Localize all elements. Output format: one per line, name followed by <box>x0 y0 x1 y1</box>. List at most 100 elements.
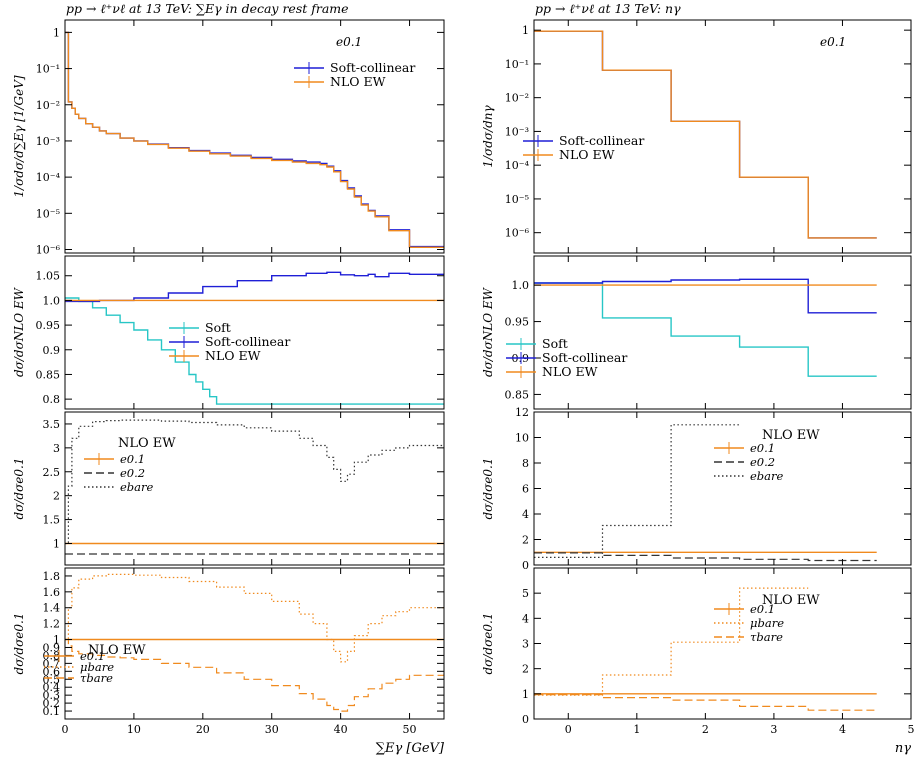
frame-left-iso <box>64 411 445 566</box>
series-left-ratio-1 <box>65 271 444 303</box>
ytick-label-right-flavor-5: 5 <box>522 587 529 600</box>
legend-label-right-main-1: NLO EW <box>559 147 615 162</box>
series-left-ratio-0 <box>65 297 444 405</box>
ytick-label-left-main-2: 10⁻² <box>36 99 60 112</box>
panel-right-ratio: 0.850.90.951.0dσ/dσNLO EW SoftSoft-collin… <box>481 255 912 410</box>
panel-right-flavor: 0 1 2 3 4 5 nγ 0 1 2 3 4 5 dσ/dσe0.1 NLO EWe0.1μbareτb… <box>481 567 915 756</box>
ytick-label-right-main-5: 10⁻⁵ <box>505 193 529 206</box>
legend-label-right-flavor-1: μbare <box>750 616 784 630</box>
xtick-label-right-flavor-0: 0 <box>565 723 572 736</box>
series-left-flavor-2 <box>65 638 444 712</box>
ylabel-left-flavor: dσ/dσe0.1 <box>12 613 26 675</box>
data-right-iso <box>534 424 877 562</box>
legend-label-left-flavor-0: e0.1 <box>80 649 105 663</box>
ytick-label-left-main-0: 1 <box>53 26 60 39</box>
legend-title-right-iso: NLO EW <box>762 428 820 443</box>
frame-left-ratio <box>64 255 445 410</box>
ytick-label-left-iso-5: 3.5 <box>43 418 61 431</box>
ytick-label-right-iso-1: 2 <box>522 534 529 547</box>
ylabel-left-ratio: dσ/dσNLO EW <box>12 286 26 377</box>
ytick-label-left-ratio-0: 0.8 <box>43 393 61 406</box>
ytick-label-right-main-2: 10⁻² <box>505 92 529 105</box>
xtick-label-left-flavor-3: 30 <box>265 723 279 736</box>
xtick-label-right-flavor-4: 4 <box>839 723 846 736</box>
legend-label-left-ratio-2: NLO EW <box>205 348 261 363</box>
xtick-label-left-flavor-4: 40 <box>334 723 348 736</box>
ytick-label-left-flavor-2: 0.3 <box>43 689 61 702</box>
ytick-label-left-main-3: 10⁻³ <box>36 135 60 148</box>
ytick-label-right-ratio-2: 0.95 <box>505 316 530 329</box>
panel-left-flavor: 0 10 20 30 40 50∑Eγ [GeV]0.10.20.30.40.50.60.… <box>12 567 445 756</box>
ytick-label-left-ratio-3: 0.95 <box>36 319 61 332</box>
ytick-label-left-flavor-12: 1.6 <box>43 586 61 599</box>
ytick-label-left-ratio-1: 0.85 <box>36 368 61 381</box>
ytick-label-left-main-4: 10⁻⁴ <box>36 171 61 184</box>
legend-title-right-flavor: NLO EW <box>762 593 820 608</box>
frame-right-ratio <box>533 255 912 410</box>
data-left-flavor <box>65 573 444 712</box>
ytick-label-right-main-3: 10⁻³ <box>505 125 529 138</box>
left-title: pp → ℓ⁺νℓ at 13 TeV: ∑Eγ in decay rest f… <box>66 1 349 16</box>
ytick-label-left-main-5: 10⁻⁵ <box>36 207 60 220</box>
legend-label-left-iso-2: ebare <box>120 480 154 494</box>
ytick-label-left-flavor-3: 0.4 <box>43 681 61 694</box>
ytick-label-left-flavor-0: 0.1 <box>43 705 61 718</box>
legend-label-right-iso-1: e0.2 <box>750 455 775 469</box>
data-right-main <box>534 30 877 239</box>
legend-label-right-flavor-2: τbare <box>750 630 783 644</box>
xlabel-left-flavor: ∑Eγ [GeV] <box>376 741 445 756</box>
legend-label-right-ratio-0: Soft <box>542 336 568 351</box>
ytick-label-right-iso-3: 6 <box>522 483 529 496</box>
ytick-label-right-iso-0: 0 <box>522 559 529 572</box>
ytick-label-right-main-4: 10⁻⁴ <box>505 159 530 172</box>
xtick-label-right-flavor-3: 3 <box>770 723 777 736</box>
ytick-label-left-ratio-2: 0.9 <box>43 344 61 357</box>
ytick-label-right-iso-4: 8 <box>522 457 529 470</box>
ytick-label-left-flavor-6: 0.7 <box>43 657 61 670</box>
ylabel-right-ratio: dσ/dσNLO EW <box>481 286 495 377</box>
series-right-main-1 <box>534 30 877 239</box>
legend-label-right-iso-0: e0.1 <box>750 441 775 455</box>
ytick-label-left-main-1: 10⁻¹ <box>36 63 60 76</box>
legend-label-right-ratio-2: NLO EW <box>542 364 598 379</box>
ytick-label-right-iso-2: 4 <box>522 508 529 521</box>
ylabel-right-main: 1/σdσ/dnγ <box>481 104 495 167</box>
ytick-label-left-iso-0: 1 <box>53 537 60 550</box>
ytick-label-right-flavor-1: 1 <box>522 688 529 701</box>
legend-title-left-iso: NLO EW <box>118 436 176 451</box>
ylabel-right-iso: dσ/dσe0.1 <box>481 458 495 520</box>
data-right-ratio <box>534 278 877 377</box>
xtick-label-right-flavor-2: 2 <box>702 723 709 736</box>
legend-label-right-flavor-0: e0.1 <box>750 602 775 616</box>
frame-right-flavor <box>533 567 912 720</box>
legend-label-left-iso-0: e0.1 <box>120 452 145 466</box>
xtick-label-left-flavor-1: 10 <box>127 723 141 736</box>
xtick-label-left-flavor-0: 0 <box>62 723 69 736</box>
ytick-label-right-main-0: 1 <box>522 24 529 37</box>
ytick-label-right-flavor-0: 0 <box>522 713 529 726</box>
ylabel-right-flavor: dσ/dσe0.1 <box>481 613 495 675</box>
ytick-label-left-flavor-11: 1.4 <box>43 602 61 615</box>
ytick-label-left-ratio-4: 1.0 <box>43 294 61 307</box>
series-left-iso-2 <box>65 419 444 545</box>
ytick-label-left-flavor-10: 1.2 <box>43 618 61 631</box>
ylabel-left-main: 1/σdσ/d∑Eγ [1/GeV] <box>12 75 26 197</box>
panel-right-main: 1 10⁻¹ 10⁻² 10⁻³ 10⁻⁴ 10⁻⁵ 10⁻⁶ 1/σdσ/dnγ e0.1 So… <box>481 19 912 254</box>
legend-title-left-flavor: NLO EW <box>88 643 146 658</box>
legend-label-left-iso-1: e0.2 <box>120 466 145 480</box>
frame-right-iso <box>533 411 912 566</box>
series-left-main-1 <box>65 31 444 248</box>
ytick-label-right-flavor-4: 4 <box>522 612 529 625</box>
xlabel-right-flavor: nγ <box>895 741 911 756</box>
legend-label-right-ratio-1: Soft-collinear <box>542 350 627 365</box>
ylabel-left-iso: dσ/dσe0.1 <box>12 458 26 520</box>
legend-label-left-ratio-1: Soft-collinear <box>205 334 290 349</box>
panel-left-ratio: 0.8 0.85 0.9 0.95 1.0 1.05 dσ/dσNLO EW SoftSoft… <box>12 255 445 410</box>
ytick-label-right-ratio-3: 1.0 <box>512 279 530 292</box>
legend-label-left-main-0: Soft-collinear <box>330 60 415 75</box>
xtick-label-left-flavor-5: 50 <box>403 723 417 736</box>
data-right-flavor <box>534 587 877 711</box>
ytick-label-left-iso-4: 3 <box>53 442 60 455</box>
